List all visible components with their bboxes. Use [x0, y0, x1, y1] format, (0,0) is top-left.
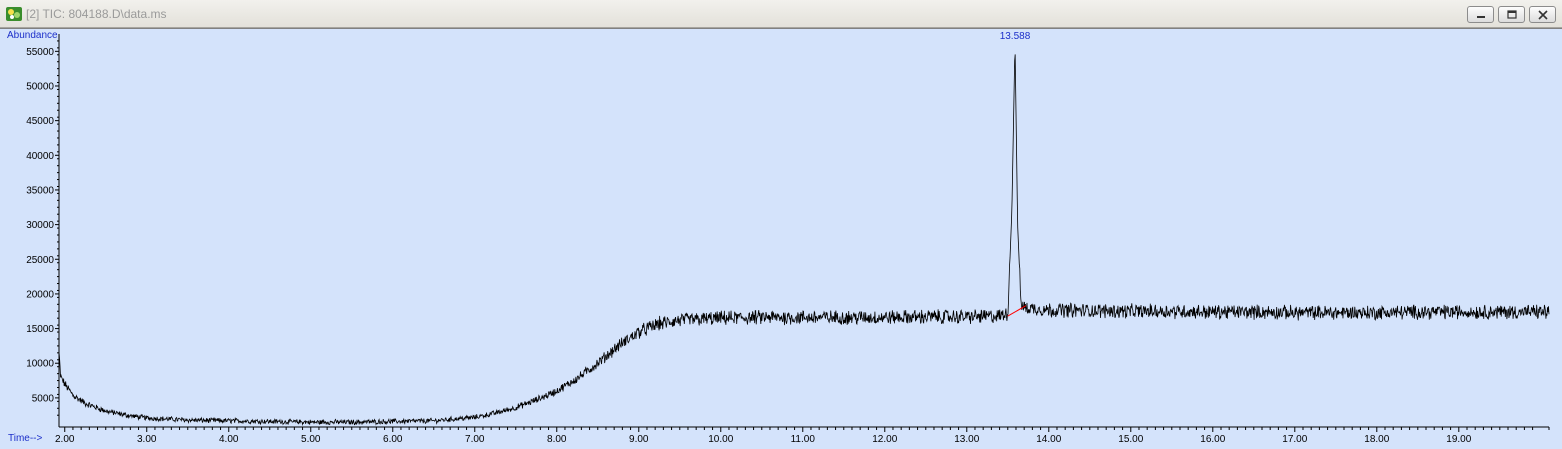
- x-tick-label: 4.00: [219, 434, 239, 445]
- axes: [58, 34, 1549, 428]
- minimize-button[interactable]: [1467, 6, 1494, 23]
- y-tick-label: 10000: [26, 359, 54, 370]
- x-axis-ticks: 2.00 3.00 4.00 5.00 6.00 7.00 8.00 9.00 10.00 11.…: [55, 427, 1550, 445]
- restore-icon: [1507, 10, 1517, 19]
- y-axis-label: Abundance: [7, 30, 58, 41]
- x-tick-label: 13.00: [954, 434, 979, 445]
- y-tick-label: 15000: [26, 324, 54, 335]
- x-tick-label: 10.00: [708, 434, 733, 445]
- close-button[interactable]: [1529, 6, 1556, 23]
- y-tick-label: 20000: [26, 289, 54, 300]
- y-tick-label: 30000: [26, 220, 54, 231]
- x-tick-label: 18.00: [1364, 434, 1389, 445]
- x-tick-label: 12.00: [872, 434, 897, 445]
- peak-label: 13.588: [1000, 31, 1031, 42]
- window-title: [2] TIC: 804188.D\data.ms: [26, 7, 167, 21]
- close-icon: [1538, 10, 1548, 20]
- y-tick-label: 40000: [26, 151, 54, 162]
- x-tick-label: 11.00: [791, 434, 816, 445]
- x-tick-label: 8.00: [547, 434, 567, 445]
- x-tick-label: 17.00: [1282, 434, 1307, 445]
- x-axis-label: Time-->: [8, 433, 43, 444]
- restore-button[interactable]: [1498, 6, 1525, 23]
- window-titlebar: [2] TIC: 804188.D\data.ms: [0, 0, 1562, 28]
- chromatogram-app-icon: [6, 7, 22, 21]
- y-tick-label: 45000: [26, 116, 54, 127]
- annotation-layer: 13.588: [1000, 31, 1031, 317]
- y-tick-label: 50000: [26, 81, 54, 92]
- x-tick-label: 15.00: [1118, 434, 1143, 445]
- chromatogram-plot-area[interactable]: [0, 28, 1562, 449]
- y-axis-ticks: 5000 10000 15000 20000 25000 30000 35000 40000 4…: [26, 40, 59, 416]
- trace-layer: [58, 54, 1550, 426]
- x-tick-label: 14.00: [1036, 434, 1061, 445]
- x-tick-label: 6.00: [383, 434, 403, 445]
- x-tick-label: 7.00: [465, 434, 485, 445]
- x-tick-label: 5.00: [301, 434, 321, 445]
- y-tick-label: 5000: [32, 393, 55, 404]
- y-tick-label: 35000: [26, 185, 54, 196]
- x-tick-label: 9.00: [629, 434, 649, 445]
- x-tick-label: 2.00: [55, 434, 75, 445]
- x-tick-label: 16.00: [1200, 434, 1225, 445]
- x-tick-label: 19.00: [1446, 434, 1471, 445]
- x-tick-label: 3.00: [137, 434, 157, 445]
- peak-baseline-marker: [1007, 305, 1027, 317]
- tic-trace-line: [58, 54, 1550, 426]
- y-tick-label: 55000: [26, 47, 54, 58]
- minimize-icon: [1477, 16, 1485, 18]
- y-tick-label: 25000: [26, 255, 54, 266]
